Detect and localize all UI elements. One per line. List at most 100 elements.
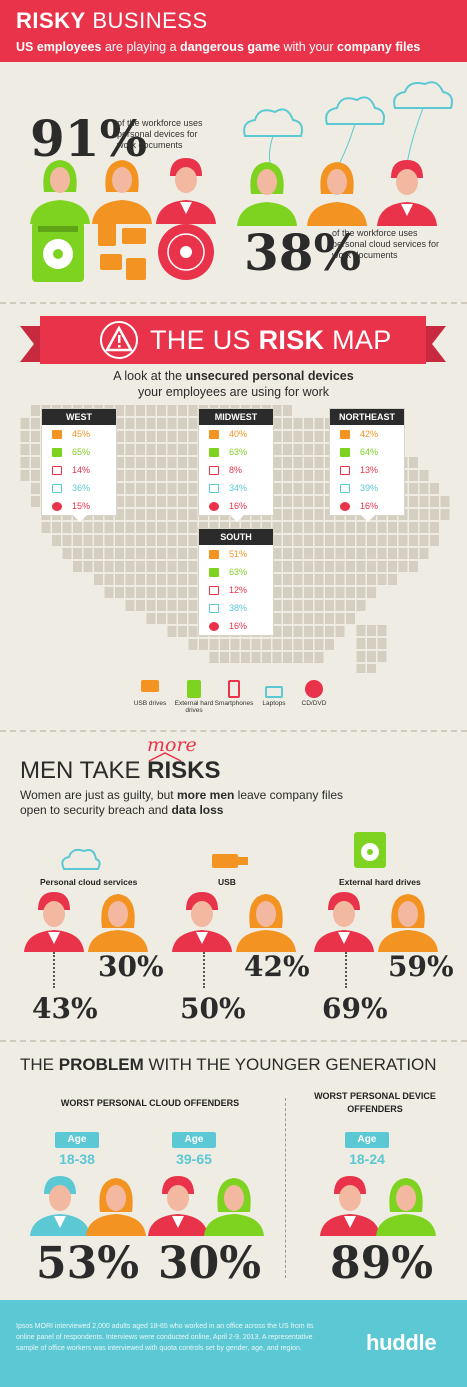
map-cell bbox=[262, 522, 271, 533]
phone-value: 12% bbox=[229, 585, 248, 595]
category-label-hdd: External hard drives bbox=[339, 877, 421, 887]
cd-icon bbox=[52, 501, 62, 511]
map-cell bbox=[419, 522, 429, 533]
map-cell bbox=[440, 496, 450, 507]
map-cell bbox=[272, 483, 282, 494]
region-name: SOUTH bbox=[199, 529, 273, 545]
map-cell bbox=[272, 457, 282, 468]
cloud-icon bbox=[61, 848, 101, 870]
map-cell bbox=[304, 535, 313, 546]
map-cell bbox=[167, 457, 177, 468]
map-cell bbox=[136, 431, 145, 442]
map-cell bbox=[94, 522, 103, 533]
map-cell bbox=[283, 431, 292, 442]
laptop-icon bbox=[209, 483, 219, 493]
map-cell bbox=[220, 639, 229, 650]
region-card-northeast: NORTHEAST 42% 64% 13% 39% 16% bbox=[329, 408, 405, 522]
map-cell bbox=[356, 535, 366, 546]
map-cell bbox=[136, 444, 145, 455]
map-cell bbox=[283, 483, 292, 494]
map-cell bbox=[31, 483, 40, 494]
usb-icon bbox=[340, 429, 350, 439]
map-cell bbox=[136, 548, 145, 559]
usb-icon bbox=[209, 549, 219, 559]
map-cell bbox=[73, 548, 82, 559]
map-cell bbox=[136, 483, 145, 494]
usb-drive-icon bbox=[98, 220, 146, 280]
usb-icon bbox=[141, 680, 159, 692]
laptop-value: 39% bbox=[360, 483, 379, 493]
men-hdd-pct: 69% bbox=[322, 992, 388, 1025]
age-range: 18-38 bbox=[59, 1151, 95, 1167]
map-cell bbox=[178, 535, 187, 546]
map-cell bbox=[304, 444, 313, 455]
map-cell bbox=[293, 652, 303, 663]
usb-value: 51% bbox=[229, 549, 248, 559]
map-cell bbox=[335, 535, 345, 546]
map-cell bbox=[283, 522, 292, 533]
region-name: MIDWEST bbox=[199, 409, 273, 425]
map-cell bbox=[356, 587, 366, 598]
hdd-value: 63% bbox=[229, 567, 248, 577]
map-cell bbox=[146, 405, 156, 416]
map-cell bbox=[188, 561, 198, 572]
map-cell bbox=[304, 431, 313, 442]
device-offenders-heading: WORST PERSONAL DEVICE OFFENDERS bbox=[314, 1091, 436, 1114]
map-cell bbox=[199, 639, 208, 650]
map-cell bbox=[335, 561, 345, 572]
category-label-usb: USB bbox=[218, 877, 236, 887]
map-cell bbox=[272, 652, 282, 663]
huddle-logo[interactable]: huddle bbox=[366, 1330, 437, 1355]
hard-drive-icon bbox=[354, 832, 386, 868]
men-take-risks-title: MEN TAKE RISKS bbox=[20, 757, 221, 784]
map-cell bbox=[188, 444, 198, 455]
map-cell bbox=[157, 535, 166, 546]
map-cell bbox=[178, 431, 187, 442]
map-cell bbox=[125, 535, 135, 546]
age-badge: Age bbox=[345, 1132, 389, 1148]
map-cell bbox=[325, 522, 334, 533]
map-cell bbox=[125, 561, 135, 572]
map-cell bbox=[115, 457, 124, 468]
map-cell bbox=[94, 561, 103, 572]
map-cell bbox=[136, 600, 145, 611]
map-cell bbox=[409, 470, 418, 481]
cd-value: 16% bbox=[360, 501, 379, 511]
map-cell bbox=[283, 652, 292, 663]
map-cell bbox=[356, 574, 366, 585]
banner-ribbon-left bbox=[20, 326, 40, 362]
man-icon-red bbox=[148, 1176, 208, 1236]
map-cell bbox=[136, 522, 145, 533]
map-cell bbox=[325, 613, 334, 624]
age-badge: Age bbox=[55, 1132, 99, 1148]
map-cell bbox=[293, 444, 303, 455]
map-cell bbox=[377, 548, 387, 559]
map-cell bbox=[272, 431, 282, 442]
map-cell bbox=[167, 561, 177, 572]
map-cell bbox=[293, 496, 303, 507]
map-cell bbox=[188, 431, 198, 442]
map-cell bbox=[188, 470, 198, 481]
map-cell bbox=[325, 587, 334, 598]
man-icon-red bbox=[156, 158, 216, 224]
map-cell bbox=[314, 522, 324, 533]
map-cell bbox=[136, 418, 145, 429]
man-icon bbox=[172, 892, 232, 952]
cloud-39-65-pct: 30% bbox=[158, 1238, 262, 1289]
map-cell bbox=[304, 548, 313, 559]
map-cell bbox=[335, 548, 345, 559]
map-cell bbox=[335, 522, 345, 533]
woman-icon-orange bbox=[86, 1178, 146, 1236]
laptop-value: 36% bbox=[72, 483, 91, 493]
map-cell bbox=[419, 535, 429, 546]
map-cell bbox=[272, 600, 282, 611]
woman-icon bbox=[88, 894, 148, 952]
map-cell bbox=[157, 444, 166, 455]
map-cell bbox=[157, 522, 166, 533]
map-cell bbox=[146, 574, 156, 585]
map-cell bbox=[314, 548, 324, 559]
map-cell bbox=[356, 548, 366, 559]
map-cell bbox=[146, 548, 156, 559]
stat-devices-value: 91% bbox=[30, 109, 148, 168]
map-cell bbox=[157, 548, 166, 559]
